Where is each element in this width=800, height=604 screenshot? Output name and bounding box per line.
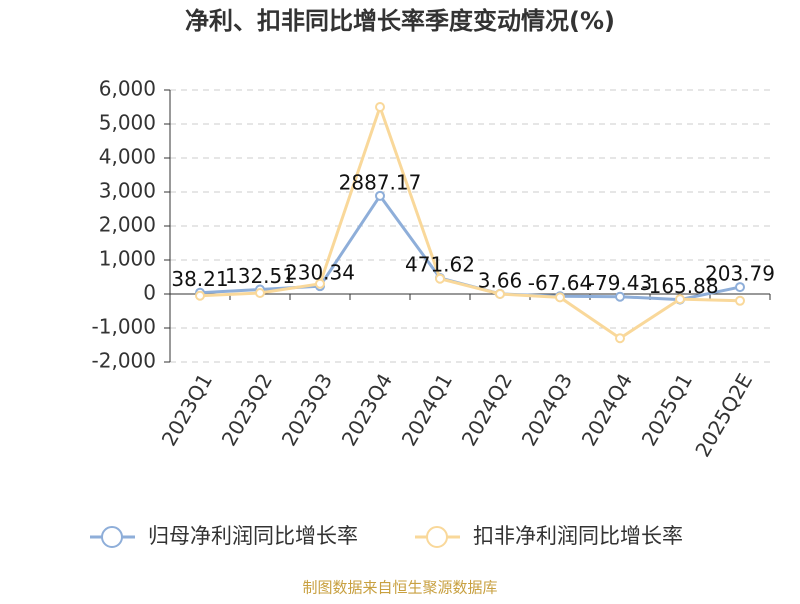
data-point <box>675 294 685 305</box>
y-tick-label: 4,000 <box>99 145 156 169</box>
y-tick-label: 3,000 <box>99 179 156 203</box>
x-tick-label: 2023Q1 <box>157 369 217 450</box>
data-label: 203.79 <box>705 262 775 286</box>
y-tick-label: 0 <box>143 281 156 305</box>
x-tick-label: 2023Q3 <box>277 369 337 450</box>
data-point <box>435 273 445 284</box>
y-tick-label: -2,000 <box>92 349 156 373</box>
legend-label: 归母净利润同比增长率 <box>148 524 358 548</box>
x-tick-label: 2024Q1 <box>397 369 457 450</box>
source-note: 制图数据来自恒生聚源数据库 <box>302 579 497 597</box>
data-label: 230.34 <box>285 261 355 285</box>
data-label: -67.64 <box>528 271 592 295</box>
data-point <box>495 289 505 299</box>
data-label: 2887.17 <box>339 170 422 194</box>
data-point <box>255 287 265 298</box>
data-label: -165.88 <box>641 274 718 298</box>
y-tick-label: 5,000 <box>99 111 156 135</box>
y-tick-label: -1,000 <box>92 315 156 339</box>
data-label: -79.43 <box>588 271 652 295</box>
data-point <box>735 282 745 293</box>
data-point <box>555 292 565 303</box>
data-label: 132.51 <box>225 264 295 288</box>
y-tick-label: 1,000 <box>99 247 156 271</box>
data-point <box>735 295 745 306</box>
x-tick-label: 2024Q3 <box>517 369 577 450</box>
data-label: 3.66 <box>478 268 523 292</box>
y-tick-label: 2,000 <box>99 213 156 237</box>
data-label: 38.21 <box>171 267 228 291</box>
data-point <box>315 278 325 289</box>
x-tick-label: 2025Q2E <box>690 369 757 461</box>
x-tick-label: 2024Q2 <box>457 369 517 450</box>
chart-title: 净利、扣非同比增长率季度变动情况(%) <box>185 7 615 35</box>
legend-marker <box>101 526 123 548</box>
series-line <box>199 102 741 341</box>
x-tick-label: 2023Q2 <box>217 369 277 450</box>
data-label: 471.62 <box>405 252 475 276</box>
data-point <box>375 102 385 112</box>
data-point <box>615 291 625 302</box>
y-tick-label: 6,000 <box>99 77 156 101</box>
x-tick-label: 2023Q4 <box>337 369 397 450</box>
x-tick-label: 2024Q4 <box>577 369 637 450</box>
data-point <box>615 333 625 344</box>
data-point <box>375 190 385 201</box>
legend-label: 扣非净利润同比增长率 <box>473 524 683 548</box>
x-tick-label: 2025Q1 <box>637 369 697 450</box>
data-point <box>195 290 205 301</box>
legend-marker <box>426 526 448 548</box>
